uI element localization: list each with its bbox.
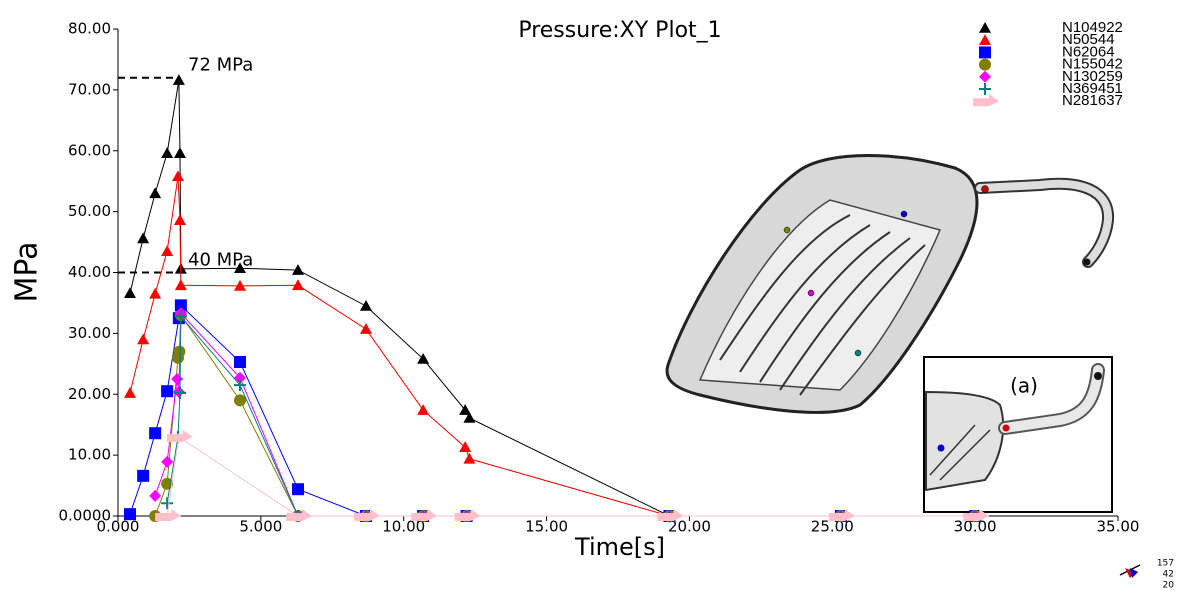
page: {"chart_data": { "type": "line", "title"… xyxy=(0,0,1182,591)
marker xyxy=(292,483,304,495)
y-tick-label: 30.00 xyxy=(68,324,111,342)
marker xyxy=(172,170,184,181)
y-axis-label: MPa xyxy=(10,241,45,302)
marker xyxy=(417,404,429,415)
triad-label: 20 xyxy=(1163,581,1175,591)
marker xyxy=(171,373,183,385)
inset: (a) xyxy=(924,357,1112,512)
marker xyxy=(234,280,246,291)
y-tick-label: 40.00 xyxy=(68,263,111,281)
marker xyxy=(137,232,149,243)
marker xyxy=(149,490,161,502)
legend: N104922N50544N62064N155042N130259N369451… xyxy=(973,19,1123,109)
marker xyxy=(137,333,149,344)
triad-label: 157 xyxy=(1157,559,1174,569)
legend-marker xyxy=(979,22,991,33)
marker xyxy=(292,279,304,290)
marker xyxy=(149,427,161,439)
x-tick-label: 5.000 xyxy=(239,518,282,536)
legend-marker xyxy=(973,94,999,106)
marker xyxy=(174,147,186,158)
legend-marker xyxy=(979,71,991,83)
marker xyxy=(137,470,149,482)
marker xyxy=(173,74,185,85)
marker xyxy=(463,453,475,464)
legend-marker xyxy=(979,34,991,45)
y-tick-label: 70.00 xyxy=(68,80,111,98)
marker xyxy=(149,187,161,198)
marker xyxy=(175,279,187,290)
marker xyxy=(161,245,173,256)
marker xyxy=(360,300,372,311)
y-tick-label: 10.00 xyxy=(68,446,111,464)
legend-marker xyxy=(979,59,991,71)
axis-triad: 157 42 20 xyxy=(1120,559,1174,591)
annotation: 40 MPa xyxy=(188,250,253,271)
annotation: 72 MPa xyxy=(188,55,253,76)
x-axis-label: Time[s] xyxy=(574,533,665,561)
marker xyxy=(174,214,186,225)
marker xyxy=(161,147,173,158)
marker xyxy=(234,394,246,406)
marker xyxy=(161,456,173,468)
legend-label: N281637 xyxy=(1062,92,1123,109)
marker xyxy=(124,287,136,298)
triad-label: 42 xyxy=(1163,570,1174,580)
marker xyxy=(149,288,161,299)
chart-title: Pressure:XY Plot_1 xyxy=(518,18,721,43)
marker xyxy=(161,497,173,509)
marker xyxy=(161,385,173,397)
marker xyxy=(124,508,136,520)
marker xyxy=(124,387,136,398)
x-tick-label: 35.00 xyxy=(1097,518,1140,536)
y-tick-label: 50.00 xyxy=(68,202,111,220)
y-tick-label: 60.00 xyxy=(68,141,111,159)
legend-marker xyxy=(979,83,991,95)
marker xyxy=(360,323,372,334)
legend-marker xyxy=(979,46,991,58)
inset-label: (a) xyxy=(1010,374,1038,398)
y-tick-label: 80.00 xyxy=(68,20,111,38)
x-tick-label: 0.000 xyxy=(97,518,140,536)
series-line xyxy=(167,437,975,516)
x-tick-label: 15.00 xyxy=(525,518,568,536)
y-tick-label: 20.00 xyxy=(68,385,111,403)
marker xyxy=(234,356,246,368)
chart: (a) 157 42 20 Pressure:XY Plot_1 Time[s]… xyxy=(0,0,1182,591)
